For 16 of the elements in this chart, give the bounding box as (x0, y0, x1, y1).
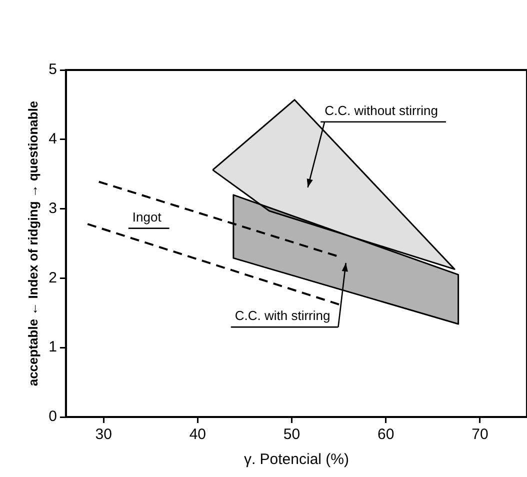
y-tick-label: 0 (48, 408, 57, 426)
x-tick-label: 40 (189, 426, 206, 444)
y-tick-label: 1 (48, 338, 57, 356)
x-axis-title: γ. Potencial (%) (244, 451, 349, 468)
x-tick-label: 70 (472, 426, 488, 444)
x-tick-label: 50 (283, 426, 300, 444)
y-tick-label: 4 (48, 130, 57, 148)
x-tick-label: 30 (95, 426, 112, 444)
series-label: C.C. with stirring (234, 308, 330, 324)
y-tick-label: 3 (48, 200, 57, 217)
x-tick-label: 60 (378, 426, 394, 444)
y-axis-title: acceptable ← Index of ridging → questionable (25, 100, 40, 386)
series-label: C.C. without stirring (324, 102, 438, 118)
y-tick-label: 2 (48, 269, 57, 286)
y-tick-label: 5 (48, 61, 57, 78)
series-label: Ingot (132, 209, 162, 224)
